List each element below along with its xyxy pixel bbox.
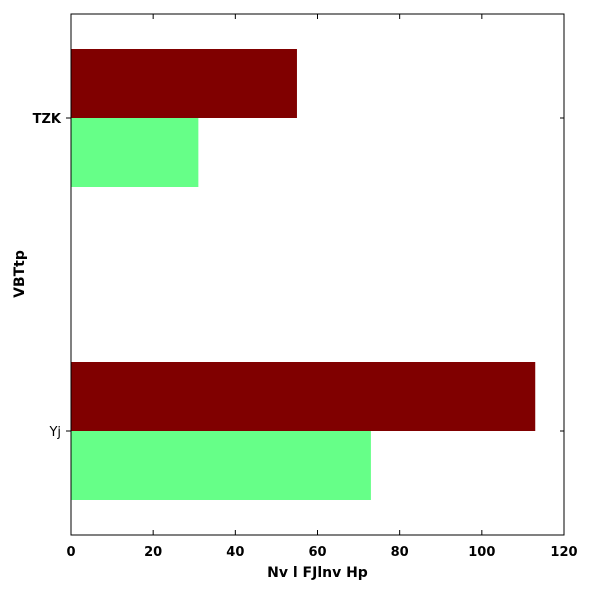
bar-yj-series-2 bbox=[71, 431, 371, 500]
y-tick-label-yj: Yj bbox=[48, 425, 61, 440]
x-tick-label: 120 bbox=[550, 545, 577, 560]
x-tick-label: 0 bbox=[66, 545, 75, 560]
x-tick-label: 80 bbox=[391, 545, 409, 560]
bar-yj-series-1 bbox=[71, 362, 536, 431]
bars-layer bbox=[71, 49, 536, 500]
ticks-layer: 0 20 40 60 80 100 120 TZK Yj bbox=[33, 14, 578, 560]
x-tick-label: 60 bbox=[308, 545, 326, 560]
x-tick-label: 100 bbox=[468, 545, 495, 560]
bar-tzk-series-2 bbox=[71, 118, 199, 187]
x-tick-label: 20 bbox=[144, 545, 162, 560]
x-axis-title: Nv l FJlnv Hp bbox=[267, 565, 368, 581]
y-axis-title: VBTtp bbox=[12, 250, 28, 298]
bar-tzk-series-1 bbox=[71, 49, 297, 118]
x-tick-label: 40 bbox=[226, 545, 244, 560]
y-tick-label-tzk: TZK bbox=[33, 112, 62, 127]
